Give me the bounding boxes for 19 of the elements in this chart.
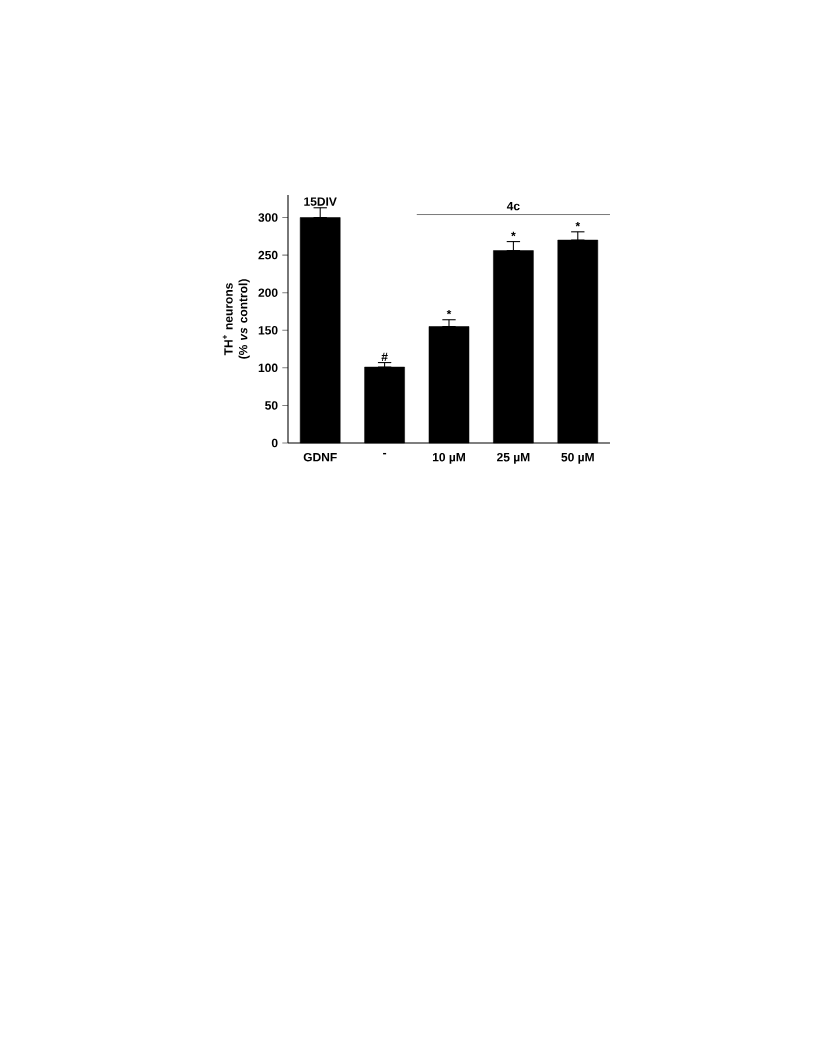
y-tick-label: 250 [258,250,278,260]
x-tick-label: GDNF [303,452,337,462]
y-tick-label: 150 [258,326,278,335]
text: TH$^{+}$ neurons (% vs control) [222,279,250,359]
x-tick-label: 25 µM [497,452,530,464]
annotation: 15DIV [304,197,337,206]
y-tick-label: 50 [265,401,278,410]
annotation: * [446,309,452,315]
y-tick-label: 100 [258,363,278,373]
annotation: # [381,352,388,361]
x-tick-label: 50 µM [561,452,594,464]
y-tick-label: 200 [258,288,278,297]
y-tick-label: 300 [258,213,278,222]
annotation: * [575,221,581,227]
x-tick-label: 10 µM [432,452,465,464]
y-tick-label: 0 [271,438,278,448]
ref-line-label: 4c [506,201,520,211]
x-tick-label: - [383,452,387,455]
annotation: * [511,231,516,237]
